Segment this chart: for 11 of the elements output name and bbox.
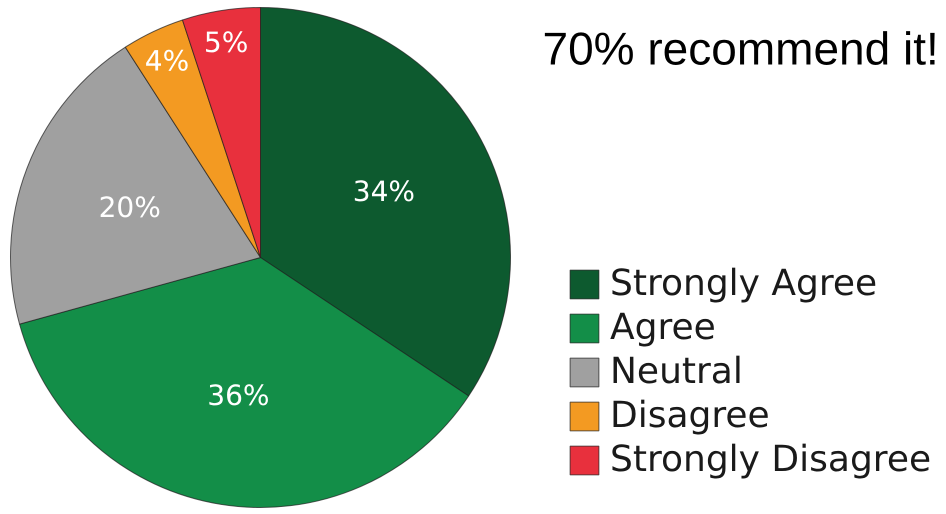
data-label: 20%: [98, 191, 161, 224]
chart-title: 70% recommend it!: [542, 22, 939, 74]
data-label: 4%: [144, 44, 190, 78]
legend-label: Disagree: [610, 395, 770, 436]
legend-label: Neutral: [610, 351, 743, 392]
data-label: 5%: [204, 26, 248, 60]
data-label: 36%: [207, 379, 270, 412]
legend-label: Agree: [610, 307, 716, 348]
data-label: 34%: [352, 174, 416, 208]
legend-label: Strongly Disagree: [610, 439, 932, 480]
legend-label: Strongly Agree: [610, 263, 878, 304]
